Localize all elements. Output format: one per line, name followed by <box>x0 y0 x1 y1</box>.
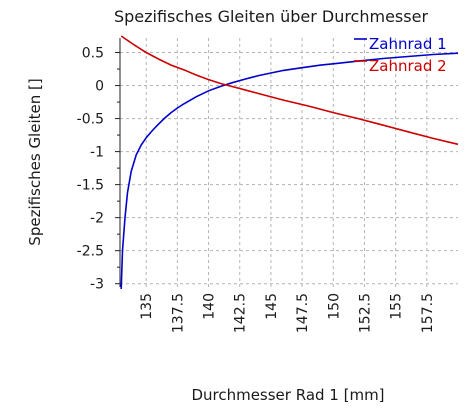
x-tick-label: 157.5 <box>420 293 436 333</box>
series-line-1 <box>120 52 459 290</box>
y-tick-labels: 0.5 0 -0.5 -1 -1.5 -2 -2.5 -3 <box>77 46 104 293</box>
y-tick-label: -3 <box>90 277 104 293</box>
y-tick-label: 0.5 <box>82 46 104 62</box>
x-axis-label: Durchmesser Rad 1 [mm] <box>191 386 384 404</box>
x-tick-label: 150 <box>326 293 342 320</box>
x-tick-label: 155 <box>389 293 405 320</box>
x-tick-label: 142.5 <box>233 293 249 333</box>
x-tick-label: 140 <box>202 293 218 320</box>
x-tick-label: 135 <box>139 293 155 320</box>
x-tick-label: 152.5 <box>357 293 373 333</box>
y-tick-label: -1.5 <box>77 178 104 194</box>
x-tick-label: 145 <box>264 293 280 320</box>
y-tick-label: -2.5 <box>77 244 104 260</box>
y-tick-label: 0 <box>95 79 104 95</box>
y-tick-label: -1 <box>90 145 104 161</box>
y-tick-label: -2 <box>90 211 104 227</box>
axes <box>115 38 121 287</box>
legend-label: Zahnrad 2 <box>369 57 447 75</box>
x-tick-labels: 135 137.5 140 142.5 145 147.5 150 152.5 155 157.5 <box>139 293 436 333</box>
grid <box>120 38 458 287</box>
x-tick-label: 137.5 <box>170 293 186 333</box>
series-lines <box>120 35 459 290</box>
x-tick-label: 147.5 <box>295 293 311 333</box>
series-line-2 <box>120 35 459 146</box>
legend-label: Zahnrad 1 <box>369 35 447 53</box>
legend: Zahnrad 1 Zahnrad 2 <box>354 35 447 75</box>
chart-title: Spezifisches Gleiten über Durchmesser <box>114 7 428 26</box>
y-axis-label: Spezifisches Gleiten [] <box>26 78 44 245</box>
y-tick-label: -0.5 <box>77 112 104 128</box>
